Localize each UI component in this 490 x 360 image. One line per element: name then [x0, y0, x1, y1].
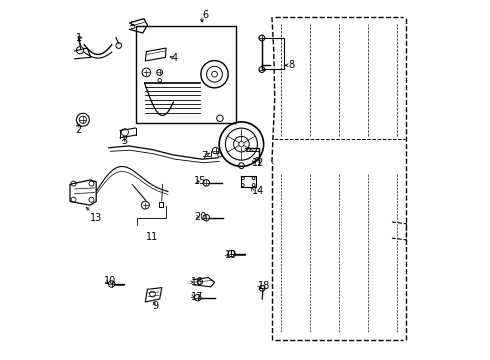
Text: 9: 9 [152, 301, 159, 311]
Text: 10: 10 [104, 276, 117, 286]
Circle shape [212, 71, 218, 77]
Text: 2: 2 [76, 125, 82, 135]
Text: 13: 13 [90, 213, 102, 223]
Text: 5: 5 [129, 21, 136, 31]
Text: 12: 12 [251, 158, 264, 168]
Text: 7: 7 [201, 150, 207, 161]
Text: 1: 1 [76, 33, 82, 43]
Text: 14: 14 [251, 186, 264, 197]
Bar [159, 202, 163, 207]
Text: 20: 20 [194, 212, 206, 221]
Circle shape [239, 141, 244, 147]
Text: 15: 15 [194, 176, 206, 186]
Text: 19: 19 [225, 250, 238, 260]
Text: 16: 16 [191, 277, 203, 287]
Text: 17: 17 [191, 292, 203, 302]
Text: 3: 3 [122, 136, 127, 146]
Bar [262, 38, 285, 69]
Bar [136, 26, 236, 123]
Text: 18: 18 [258, 281, 270, 291]
Text: 8: 8 [288, 60, 294, 70]
Text: 4: 4 [172, 53, 177, 63]
Text: 6: 6 [202, 10, 208, 20]
Text: 11: 11 [146, 232, 158, 242]
